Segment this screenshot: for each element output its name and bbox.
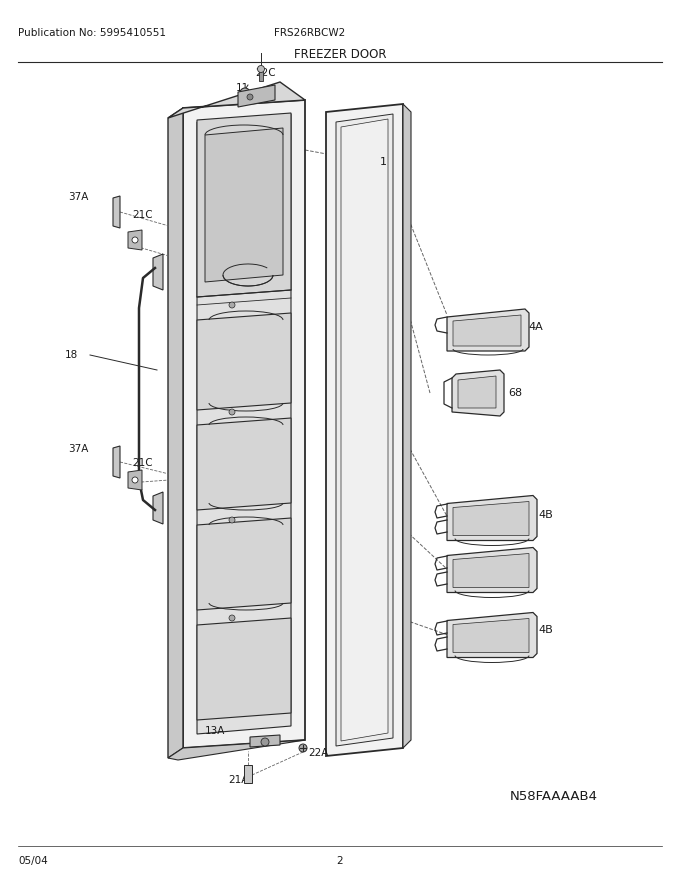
Polygon shape: [168, 740, 305, 760]
Polygon shape: [197, 418, 291, 510]
Text: Publication No: 5995410551: Publication No: 5995410551: [18, 28, 166, 38]
Text: 4B: 4B: [538, 625, 553, 635]
Polygon shape: [168, 82, 305, 118]
Polygon shape: [452, 370, 504, 416]
Text: 4A: 4A: [528, 322, 543, 332]
Polygon shape: [453, 554, 529, 588]
Text: 37A: 37A: [68, 444, 88, 454]
Text: 2: 2: [337, 856, 343, 866]
Polygon shape: [453, 502, 529, 536]
Polygon shape: [205, 128, 283, 282]
Polygon shape: [113, 446, 120, 478]
Polygon shape: [183, 100, 305, 748]
Text: 4B: 4B: [538, 510, 553, 520]
Circle shape: [132, 477, 138, 483]
Polygon shape: [168, 108, 183, 758]
Circle shape: [229, 409, 235, 415]
Polygon shape: [128, 470, 142, 490]
Text: N58FAAAAB4: N58FAAAAB4: [510, 790, 598, 803]
Polygon shape: [244, 765, 252, 783]
Circle shape: [299, 744, 307, 752]
Polygon shape: [447, 612, 537, 657]
Text: 18: 18: [65, 350, 78, 360]
Text: 22A: 22A: [308, 748, 328, 758]
Text: 11: 11: [236, 83, 250, 93]
Text: FRS26RBCW2: FRS26RBCW2: [274, 28, 345, 38]
Polygon shape: [447, 547, 537, 592]
Polygon shape: [197, 618, 291, 720]
Text: 05/04: 05/04: [18, 856, 48, 866]
Polygon shape: [453, 619, 529, 652]
Circle shape: [258, 65, 265, 72]
Text: 21A: 21A: [228, 775, 248, 785]
Polygon shape: [128, 230, 142, 250]
Text: 1: 1: [380, 157, 387, 167]
Circle shape: [229, 302, 235, 308]
Polygon shape: [403, 104, 411, 748]
Polygon shape: [326, 104, 403, 756]
Polygon shape: [197, 114, 291, 734]
Polygon shape: [447, 309, 529, 351]
Polygon shape: [238, 85, 275, 107]
Polygon shape: [447, 495, 537, 540]
Polygon shape: [458, 376, 496, 408]
Polygon shape: [153, 492, 163, 524]
Text: FREEZER DOOR: FREEZER DOOR: [294, 48, 386, 61]
Circle shape: [229, 615, 235, 621]
Circle shape: [247, 94, 253, 100]
Text: 22C: 22C: [255, 68, 275, 78]
Circle shape: [261, 738, 269, 746]
Text: 21C: 21C: [132, 458, 152, 468]
Circle shape: [229, 517, 235, 523]
Text: 21C: 21C: [132, 210, 152, 220]
Polygon shape: [153, 254, 163, 290]
Polygon shape: [113, 196, 120, 228]
Polygon shape: [197, 313, 291, 410]
Text: 13A: 13A: [205, 726, 225, 736]
Polygon shape: [250, 735, 280, 747]
Text: 37A: 37A: [68, 192, 88, 202]
Circle shape: [240, 88, 250, 98]
Polygon shape: [336, 114, 393, 746]
Polygon shape: [453, 315, 521, 346]
Polygon shape: [197, 518, 291, 610]
Text: 68: 68: [508, 388, 522, 398]
Polygon shape: [197, 113, 291, 297]
Bar: [259, 69, 263, 81]
Polygon shape: [341, 119, 388, 741]
Circle shape: [132, 237, 138, 243]
